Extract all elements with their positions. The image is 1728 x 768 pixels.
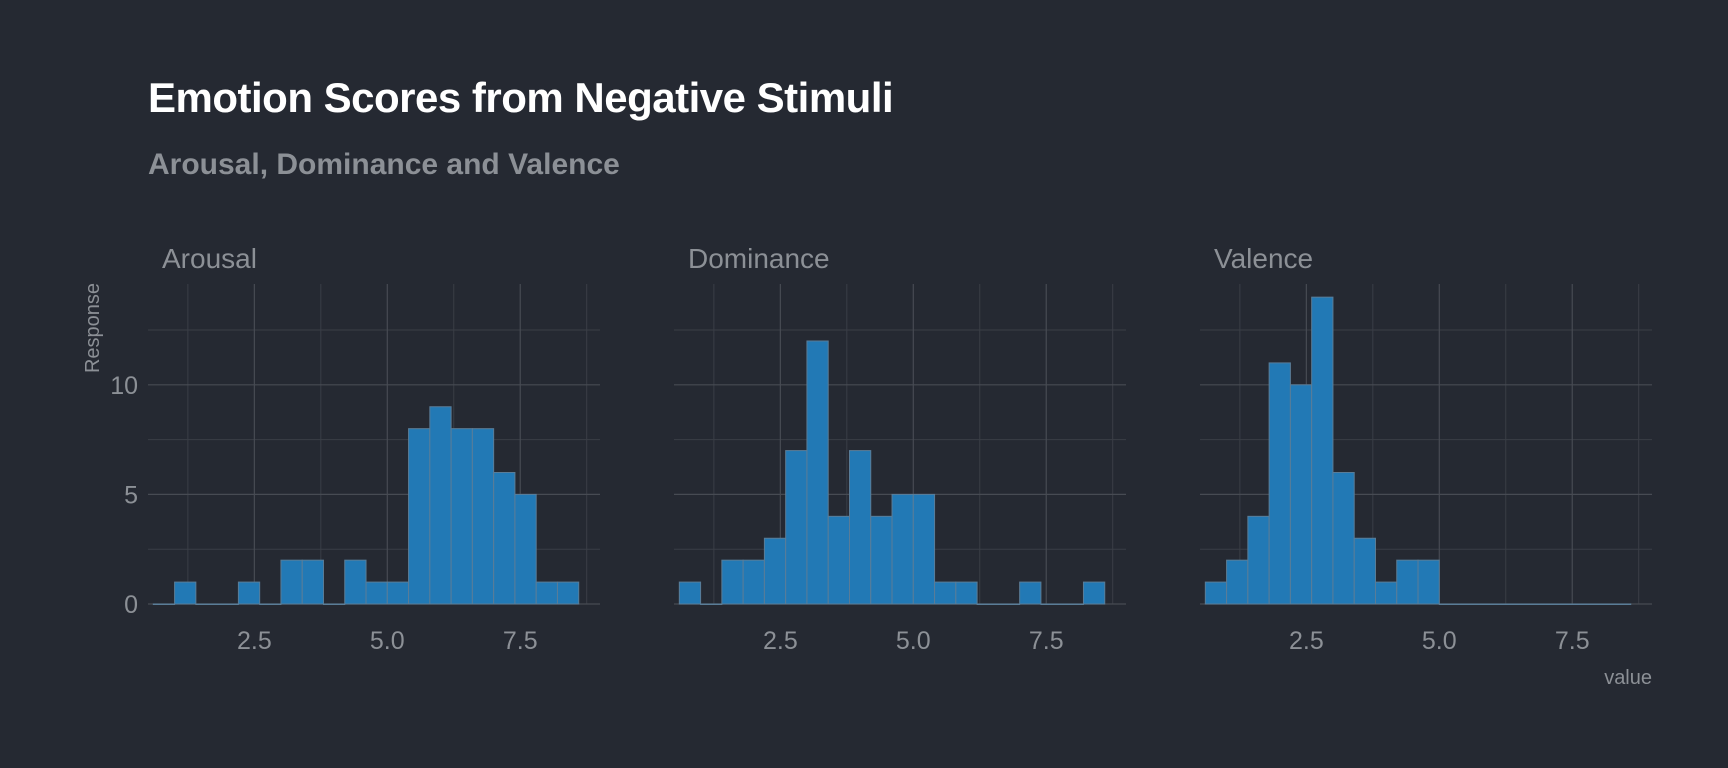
chart-subtitle: Arousal, Dominance and Valence (148, 148, 620, 181)
histogram-bar (1460, 603, 1483, 605)
histogram-bar (1226, 559, 1249, 605)
histogram-bar (450, 428, 473, 605)
y-tick-label: 10 (110, 372, 138, 400)
facet-label: Dominance (688, 243, 830, 274)
histogram-bar (1247, 515, 1270, 605)
facet-panel-arousal: Arousal 2.5 5.0 7.5 0 5 10 (110, 243, 600, 655)
y-tick-label: 0 (124, 591, 138, 619)
histogram-bar (344, 559, 367, 605)
histogram-bar (955, 581, 978, 605)
histogram-bar (429, 406, 452, 605)
histogram-bar (1608, 603, 1632, 605)
x-tick-label: 5.0 (370, 627, 405, 655)
histogram-bar (471, 428, 495, 605)
histogram-bar (1374, 581, 1398, 605)
histogram-bar (365, 581, 388, 605)
histogram-bar (678, 581, 702, 605)
histogram-bar (259, 603, 282, 605)
y-axis-label: Response (82, 283, 104, 373)
histogram-bar (1523, 603, 1547, 605)
histogram-bar (763, 537, 787, 605)
histogram-bar (1019, 581, 1042, 605)
histogram-bar (216, 603, 239, 605)
facet-panel-dominance: Dominance 2.5 5.0 7.5 (674, 243, 1126, 655)
histogram-bar (997, 603, 1021, 605)
histogram-bar (870, 515, 893, 605)
histogram-bar (556, 581, 580, 605)
histogram-bar (1353, 537, 1376, 605)
x-tick-label: 2.5 (1289, 627, 1324, 655)
histogram-bar (912, 493, 936, 605)
y-tick-label: 5 (124, 481, 138, 509)
histogram-bar (1566, 603, 1589, 605)
histogram-bar (280, 559, 303, 605)
histogram-bar (848, 450, 872, 605)
histogram-bar (535, 581, 558, 605)
histogram-bar (1587, 603, 1610, 605)
x-tick-label: 7.5 (1555, 627, 1590, 655)
x-tick-label: 2.5 (763, 627, 798, 655)
histogram-bar (1438, 603, 1462, 605)
histogram-bar (1268, 362, 1291, 605)
histogram-bar (1332, 471, 1355, 605)
histogram-bar (1502, 603, 1525, 605)
chart-title: Emotion Scores from Negative Stimuli (148, 74, 894, 121)
x-tick-label: 7.5 (503, 627, 538, 655)
x-axis-label: value (1604, 667, 1652, 689)
histogram-bar (1040, 603, 1063, 605)
histogram-bar (1289, 384, 1313, 605)
histogram-bar (152, 603, 176, 605)
histogram-bar (934, 581, 957, 605)
facet-label: Arousal (162, 243, 257, 274)
histogram-bar (806, 340, 829, 605)
histogram-bar (237, 581, 261, 605)
histogram-bar (827, 515, 850, 605)
histogram-bar (1311, 296, 1334, 605)
histogram-bar (493, 471, 516, 605)
histogram-bar (1481, 603, 1504, 605)
histogram-bar (700, 603, 723, 605)
histogram-bar (1082, 581, 1106, 605)
x-tick-label: 7.5 (1029, 627, 1064, 655)
histogram-bar (785, 450, 808, 605)
histogram-bar (1545, 603, 1568, 605)
histogram-bar (408, 428, 431, 605)
facet-panel-valence: Valence 2.5 5.0 7.5 (1200, 243, 1652, 655)
histogram-bar (386, 581, 410, 605)
histogram-bar (514, 493, 537, 605)
facet-label: Valence (1214, 243, 1313, 274)
x-tick-label: 5.0 (896, 627, 931, 655)
histogram-bar (195, 603, 218, 605)
histogram-bar (301, 559, 324, 605)
histogram-bar (174, 581, 197, 605)
histogram-bar (721, 559, 744, 605)
histogram-bar (891, 493, 914, 605)
histogram-bar (322, 603, 346, 605)
histogram-bar (1204, 581, 1228, 605)
histogram-bar (976, 603, 999, 605)
histogram-bar (742, 559, 765, 605)
x-tick-label: 5.0 (1422, 627, 1457, 655)
histogram-bar (1061, 603, 1084, 605)
histogram-bar (1417, 559, 1440, 605)
histogram-bar (1396, 559, 1419, 605)
x-tick-label: 2.5 (237, 627, 272, 655)
